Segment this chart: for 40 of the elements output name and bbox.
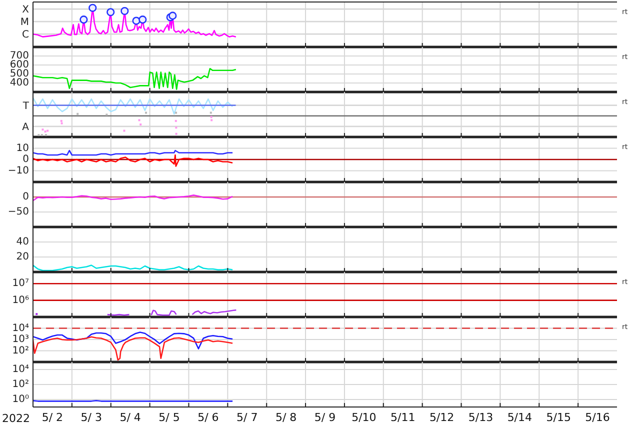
x-tick-label: 5/16 — [585, 411, 610, 424]
x-tick-label: 5/ 7 — [236, 411, 258, 424]
ref-line-label: A — [22, 122, 30, 133]
y-tick-label: 10² — [12, 345, 29, 356]
x-tick-label: 5/14 — [507, 411, 532, 424]
x-axis-title: 2022 — [1, 412, 30, 424]
y-tick-label: 0 — [22, 154, 29, 165]
x-tick-label: 5/ 6 — [198, 411, 219, 424]
y-tick-label: 500 — [10, 68, 29, 80]
y-tick-label: 10⁶ — [12, 294, 29, 306]
x-tick-label: 5/13 — [468, 411, 494, 424]
y-tick-label: 10³ — [12, 334, 29, 345]
y-tick-label: 10⁷ — [12, 278, 29, 290]
y-tick-label: 40 — [16, 236, 29, 248]
ref-line-label: X — [22, 4, 30, 16]
x-tick-label: 5/ 5 — [158, 411, 180, 424]
y-tick-label: 700 — [10, 50, 29, 62]
x-tick-label: 5/ 2 — [42, 411, 64, 424]
x-tick-label: 5/11 — [390, 411, 416, 424]
y-tick-label: −10 — [8, 165, 29, 176]
x-tick-label: 5/ 4 — [120, 411, 141, 424]
x-tick-label: 5/12 — [429, 411, 454, 424]
x-tick-label: 5/ 9 — [314, 411, 336, 424]
y-tick-label: 10² — [12, 379, 29, 390]
ref-line-label: M — [20, 17, 29, 28]
y-tick-label: 20 — [16, 252, 29, 262]
y-tick-label: 0 — [22, 192, 29, 202]
y-tick-label: 400 — [10, 78, 29, 88]
x-tick-label: 5/ 8 — [275, 411, 297, 424]
y-tick-label: 10⁴ — [12, 322, 29, 334]
y-tick-label: 10⁴ — [12, 364, 29, 375]
ref-line-label: C — [22, 30, 30, 41]
y-tick-label: 600 — [10, 60, 29, 70]
x-tick-label: 5/10 — [352, 411, 376, 424]
x-tick-label: 5/ 3 — [80, 411, 102, 424]
y-tick-label: 10 — [16, 142, 29, 154]
y-tick-label: −50 — [8, 206, 29, 218]
x-tick-label: 5/15 — [546, 411, 571, 424]
y-tick-label: 10⁰ — [12, 394, 29, 405]
ref-line-label: T — [22, 100, 30, 112]
